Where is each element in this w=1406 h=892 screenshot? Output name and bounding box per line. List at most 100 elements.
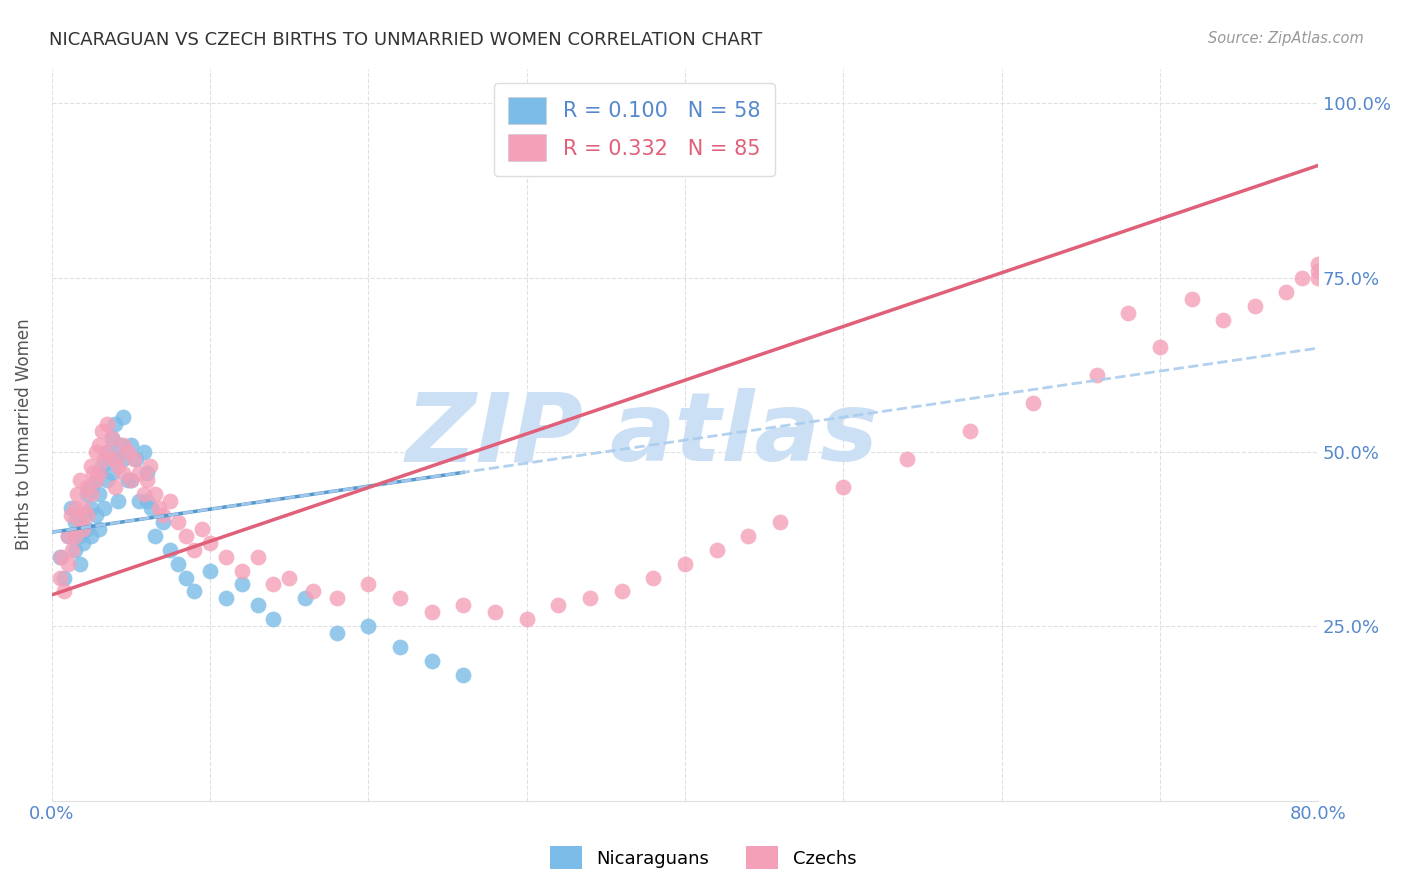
Point — [769, 515, 792, 529]
Point — [104, 417, 127, 431]
Point — [69, 473, 91, 487]
Point — [76, 522, 98, 536]
Point — [80, 480, 103, 494]
Point — [1022, 396, 1045, 410]
Point — [65, 515, 87, 529]
Point — [96, 417, 118, 431]
Point — [737, 529, 759, 543]
Point — [1308, 263, 1330, 277]
Point — [246, 599, 269, 613]
Point — [132, 445, 155, 459]
Point — [1291, 270, 1313, 285]
Point — [56, 529, 79, 543]
Point — [84, 508, 107, 522]
Point — [132, 487, 155, 501]
Point — [101, 431, 124, 445]
Point — [388, 591, 411, 606]
Point — [198, 535, 221, 549]
Legend: Nicaraguans, Czechs: Nicaraguans, Czechs — [541, 838, 865, 879]
Point — [122, 452, 145, 467]
Text: ZIP: ZIP — [406, 388, 583, 481]
Text: atlas: atlas — [609, 388, 877, 481]
Point — [325, 626, 347, 640]
Point — [56, 557, 79, 571]
Point — [59, 508, 82, 522]
Point — [152, 515, 174, 529]
Point — [65, 500, 87, 515]
Point — [278, 570, 301, 584]
Point — [60, 542, 83, 557]
Point — [111, 466, 134, 480]
Point — [141, 500, 163, 515]
Point — [302, 584, 325, 599]
Point — [84, 473, 107, 487]
Point — [53, 570, 76, 584]
Point — [183, 542, 205, 557]
Point — [484, 606, 506, 620]
Point — [176, 570, 198, 584]
Point — [84, 473, 107, 487]
Point — [643, 570, 665, 584]
Point — [610, 584, 633, 599]
Point — [579, 591, 602, 606]
Point — [183, 584, 205, 599]
Point — [128, 466, 150, 480]
Point — [104, 452, 127, 467]
Point — [453, 599, 475, 613]
Text: NICARAGUAN VS CZECH BIRTHS TO UNMARRIED WOMEN CORRELATION CHART: NICARAGUAN VS CZECH BIRTHS TO UNMARRIED … — [49, 31, 762, 49]
Point — [72, 500, 94, 515]
Point — [453, 668, 475, 682]
Point — [91, 424, 114, 438]
Point — [120, 473, 142, 487]
Point — [107, 493, 129, 508]
Point — [76, 487, 98, 501]
Point — [135, 473, 157, 487]
Point — [89, 522, 111, 536]
Point — [53, 584, 76, 599]
Point — [117, 445, 139, 459]
Point — [80, 487, 103, 501]
Point — [59, 500, 82, 515]
Point — [1180, 292, 1202, 306]
Point — [148, 500, 170, 515]
Point — [420, 606, 443, 620]
Point — [191, 522, 214, 536]
Point — [89, 466, 111, 480]
Point — [152, 508, 174, 522]
Point — [124, 452, 146, 467]
Point — [1308, 270, 1330, 285]
Point — [143, 529, 166, 543]
Point — [48, 570, 70, 584]
Point — [76, 480, 98, 494]
Point — [706, 542, 728, 557]
Point — [89, 466, 111, 480]
Point — [96, 473, 118, 487]
Text: Source: ZipAtlas.com: Source: ZipAtlas.com — [1208, 31, 1364, 46]
Point — [1149, 340, 1171, 354]
Point — [93, 452, 115, 467]
Point — [1243, 299, 1265, 313]
Point — [294, 591, 316, 606]
Point — [1116, 305, 1139, 319]
Legend: R = 0.100   N = 58, R = 0.332   N = 85: R = 0.100 N = 58, R = 0.332 N = 85 — [494, 83, 775, 176]
Point — [896, 452, 918, 467]
Point — [388, 640, 411, 655]
Point — [69, 515, 91, 529]
Y-axis label: Births to Unmarried Women: Births to Unmarried Women — [15, 318, 32, 550]
Point — [1085, 368, 1108, 383]
Point — [111, 410, 134, 425]
Point — [120, 473, 142, 487]
Point — [80, 458, 103, 473]
Point — [101, 431, 124, 445]
Point — [420, 654, 443, 668]
Point — [262, 577, 284, 591]
Point — [198, 564, 221, 578]
Point — [51, 549, 73, 564]
Point — [101, 466, 124, 480]
Point — [93, 500, 115, 515]
Point — [143, 487, 166, 501]
Point — [96, 445, 118, 459]
Point — [72, 508, 94, 522]
Point — [231, 564, 253, 578]
Point — [89, 487, 111, 501]
